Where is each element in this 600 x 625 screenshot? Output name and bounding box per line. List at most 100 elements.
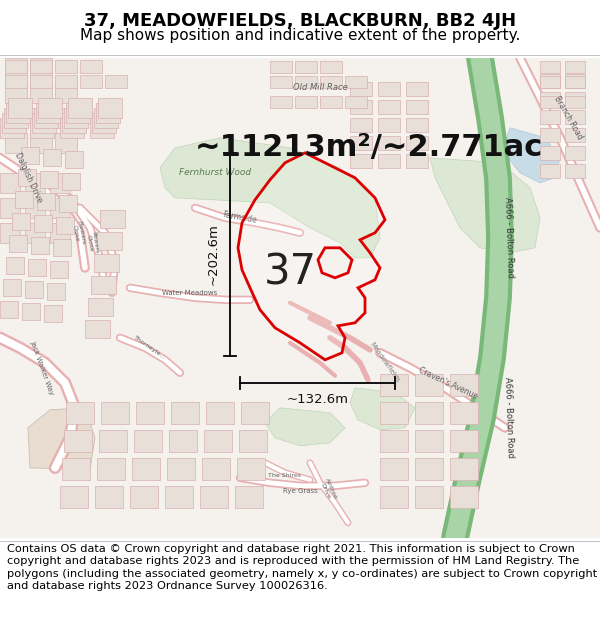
Polygon shape <box>239 430 267 452</box>
Polygon shape <box>66 102 90 122</box>
Polygon shape <box>0 173 20 192</box>
Polygon shape <box>565 146 585 160</box>
Text: A666 - Bolton Road: A666 - Bolton Road <box>503 377 515 459</box>
Polygon shape <box>350 154 372 168</box>
Polygon shape <box>237 458 265 480</box>
Polygon shape <box>55 107 77 128</box>
Polygon shape <box>2 112 26 132</box>
Polygon shape <box>22 302 40 320</box>
Polygon shape <box>44 305 62 322</box>
Polygon shape <box>206 402 234 424</box>
Polygon shape <box>265 408 345 446</box>
Polygon shape <box>378 154 400 168</box>
Polygon shape <box>9 235 27 252</box>
Polygon shape <box>66 402 94 424</box>
Text: The Shires: The Shires <box>269 473 302 478</box>
Polygon shape <box>30 58 52 78</box>
Polygon shape <box>30 118 54 138</box>
Polygon shape <box>91 276 116 294</box>
Polygon shape <box>380 486 408 508</box>
Polygon shape <box>540 96 560 108</box>
Polygon shape <box>540 164 560 177</box>
Polygon shape <box>5 132 27 152</box>
Polygon shape <box>62 173 80 190</box>
Polygon shape <box>540 74 560 88</box>
Polygon shape <box>505 128 560 182</box>
Polygon shape <box>345 96 367 108</box>
Polygon shape <box>450 458 478 480</box>
Polygon shape <box>68 98 92 118</box>
Polygon shape <box>380 430 408 452</box>
Polygon shape <box>65 151 83 168</box>
Polygon shape <box>92 112 116 132</box>
Polygon shape <box>25 222 45 243</box>
Polygon shape <box>50 222 70 243</box>
Polygon shape <box>21 147 39 164</box>
Text: Branch Road: Branch Road <box>552 94 584 141</box>
Polygon shape <box>406 82 428 96</box>
Polygon shape <box>25 198 45 217</box>
Polygon shape <box>318 248 352 278</box>
Text: 37, MEADOWFIELDS, BLACKBURN, BB2 4JH: 37, MEADOWFIELDS, BLACKBURN, BB2 4JH <box>84 12 516 30</box>
Polygon shape <box>55 60 77 72</box>
Polygon shape <box>406 136 428 150</box>
Polygon shape <box>37 192 55 210</box>
Polygon shape <box>80 60 102 72</box>
Polygon shape <box>15 191 33 208</box>
Polygon shape <box>5 75 27 88</box>
Text: Thorneyle...: Thorneyle... <box>133 335 167 361</box>
Polygon shape <box>540 110 560 124</box>
Polygon shape <box>47 282 65 300</box>
Polygon shape <box>406 118 428 132</box>
Text: 37: 37 <box>263 252 317 294</box>
Polygon shape <box>350 82 372 96</box>
Polygon shape <box>565 92 585 106</box>
Polygon shape <box>165 486 193 508</box>
Polygon shape <box>350 100 372 114</box>
Text: ~202.6m: ~202.6m <box>207 223 220 285</box>
Polygon shape <box>200 486 228 508</box>
Polygon shape <box>202 458 230 480</box>
Polygon shape <box>0 222 20 243</box>
Polygon shape <box>270 96 292 108</box>
Polygon shape <box>345 76 367 88</box>
Polygon shape <box>241 402 269 424</box>
Polygon shape <box>98 98 122 118</box>
Polygon shape <box>378 136 400 150</box>
Polygon shape <box>380 402 408 424</box>
Polygon shape <box>160 138 380 258</box>
Text: Contains OS data © Crown copyright and database right 2021. This information is : Contains OS data © Crown copyright and d… <box>7 544 598 591</box>
Polygon shape <box>565 76 585 88</box>
Polygon shape <box>565 128 585 142</box>
Polygon shape <box>8 98 32 118</box>
Polygon shape <box>12 213 30 230</box>
Polygon shape <box>415 402 443 424</box>
Text: Aintree
Drive: Aintree Drive <box>318 478 338 502</box>
Polygon shape <box>34 107 58 128</box>
Polygon shape <box>5 58 27 78</box>
Polygon shape <box>350 136 372 150</box>
Polygon shape <box>295 61 317 72</box>
Polygon shape <box>540 128 560 142</box>
Polygon shape <box>350 388 415 430</box>
Text: A666 - Bolton Road: A666 - Bolton Road <box>503 197 515 279</box>
Polygon shape <box>235 486 263 508</box>
Polygon shape <box>450 374 478 396</box>
Polygon shape <box>5 60 27 72</box>
Polygon shape <box>62 458 90 480</box>
Text: Dalglish Drive: Dalglish Drive <box>13 151 43 204</box>
Text: Powers
Close: Powers Close <box>85 231 99 254</box>
Polygon shape <box>6 102 30 122</box>
Polygon shape <box>55 75 77 88</box>
Polygon shape <box>30 107 52 128</box>
Polygon shape <box>380 458 408 480</box>
Polygon shape <box>97 458 125 480</box>
Polygon shape <box>540 61 560 72</box>
Polygon shape <box>134 430 162 452</box>
Polygon shape <box>238 152 385 360</box>
Polygon shape <box>60 118 84 138</box>
Polygon shape <box>105 75 127 88</box>
Polygon shape <box>0 118 24 138</box>
Polygon shape <box>320 76 342 88</box>
Polygon shape <box>94 107 118 128</box>
